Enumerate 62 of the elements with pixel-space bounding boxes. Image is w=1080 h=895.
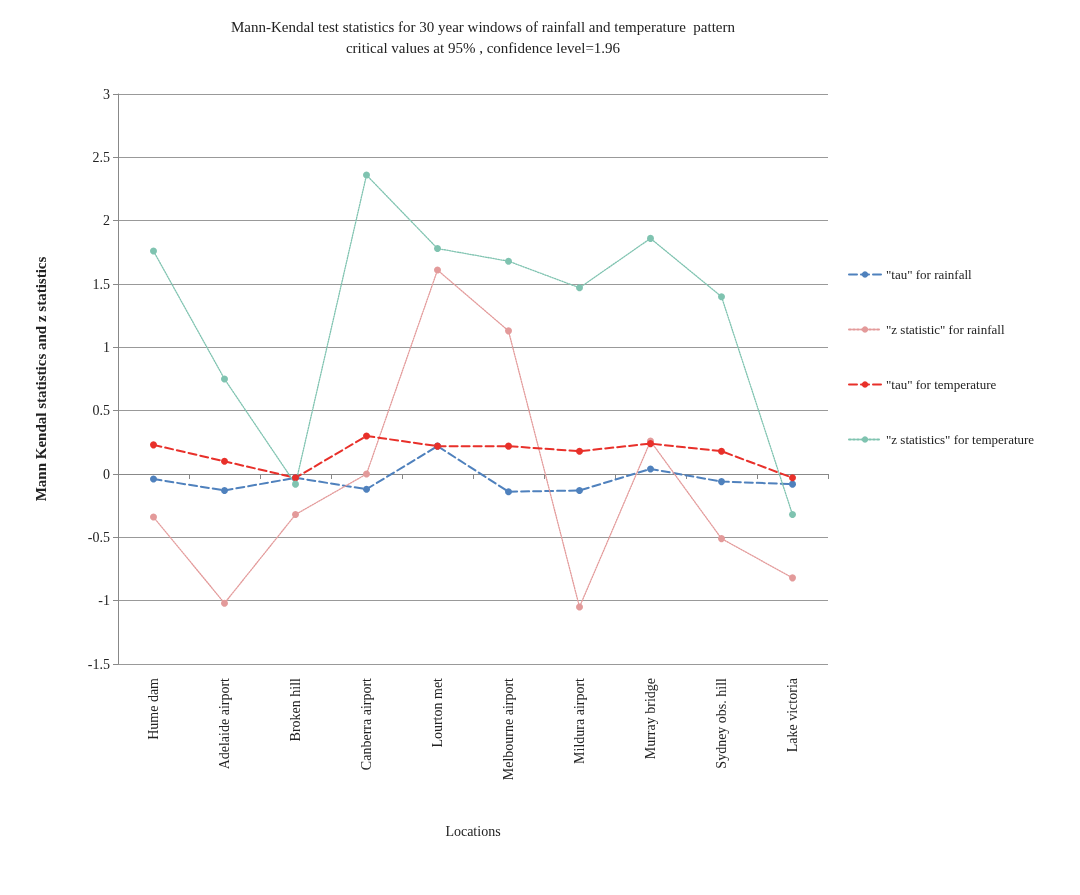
point	[363, 432, 370, 440]
point	[789, 511, 796, 519]
point	[363, 470, 370, 478]
point	[150, 513, 157, 521]
point	[718, 535, 725, 543]
point	[363, 485, 370, 493]
y-tick-label: 0	[103, 466, 110, 482]
point	[292, 511, 299, 519]
point	[647, 465, 654, 473]
point	[576, 284, 583, 292]
legend-label: "tau" for temperature	[886, 377, 997, 392]
point	[718, 447, 725, 455]
point	[221, 486, 228, 494]
point	[150, 247, 157, 255]
legend-label: "tau" for rainfall	[886, 267, 973, 282]
x-tick-label: Adelaide airport	[217, 677, 232, 770]
y-tick-label: 0.5	[92, 403, 110, 419]
point	[718, 478, 725, 486]
point	[576, 486, 583, 494]
y-tick-label: 2.5	[92, 149, 110, 165]
x-tick-label: Lourton met	[430, 677, 445, 748]
point	[505, 257, 512, 265]
point	[505, 442, 512, 450]
point	[576, 447, 583, 455]
point	[150, 475, 157, 483]
point	[292, 480, 299, 488]
x-tick-label: Broken hill	[288, 677, 303, 742]
point	[505, 488, 512, 496]
x-tick-label: Melbourne airport	[501, 677, 516, 781]
y-tick-label: 2	[103, 213, 110, 229]
x-tick-label: Lake victoria	[785, 677, 800, 753]
x-tick-label: Hume dam	[146, 677, 161, 740]
point	[789, 480, 796, 488]
point	[363, 171, 370, 179]
point	[647, 234, 654, 242]
point	[505, 327, 512, 335]
y-tick-label: -1.5	[87, 656, 110, 672]
point	[221, 599, 228, 607]
point	[150, 441, 157, 449]
y-axis-title: Mann Kendal statistics and z statistics	[32, 256, 49, 502]
chart-subtitle: critical values at 95% , confidence level=1.96	[345, 39, 621, 56]
point	[576, 603, 583, 611]
point	[434, 266, 441, 274]
point	[221, 375, 228, 383]
point	[789, 474, 796, 482]
y-tick-label: 1	[103, 339, 110, 355]
y-tick-label: -0.5	[87, 529, 110, 545]
point	[718, 293, 725, 301]
x-tick-label: Canberra airport	[359, 677, 374, 771]
point	[789, 574, 796, 582]
y-tick-label: -1	[98, 593, 110, 609]
point	[434, 245, 441, 253]
x-tick-label: Mildura airport	[572, 677, 587, 764]
y-tick-label: 1.5	[92, 276, 110, 292]
legend-label: "z statistic" for rainfall	[886, 322, 1005, 337]
x-tick-label: Sydney obs. hill	[714, 677, 729, 769]
x-axis-title: Locations	[445, 823, 501, 839]
legend-label: "z statistics" for temperature	[886, 432, 1035, 447]
x-tick-label: Murray bridge	[643, 678, 658, 760]
y-tick-label: 3	[103, 86, 110, 102]
chart-title: Mann-Kendal test statistics for 30 year windows of rainfall and temperature pattern	[230, 18, 736, 35]
point	[221, 457, 228, 465]
